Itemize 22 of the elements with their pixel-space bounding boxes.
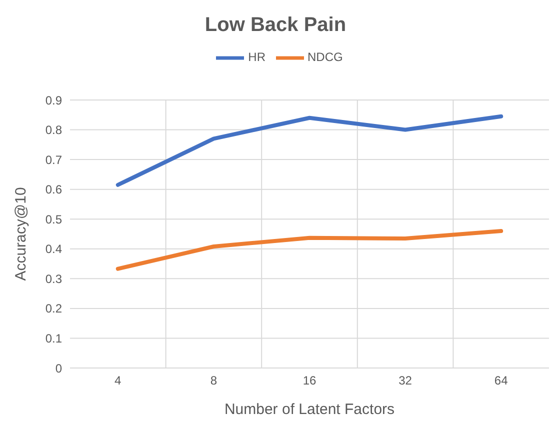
y-tick-label: 0.5 [45,212,62,226]
chart-title: Low Back Pain [204,14,348,37]
y-tick-label: 0.9 [45,93,62,108]
y-tick-label: 0.4 [45,242,62,256]
y-tick-label: 0.1 [45,331,62,346]
x-tick-label: 4 [114,374,122,388]
y-tick-label: 0.6 [45,182,62,197]
x-tick-label: 32 [398,374,412,388]
legend-label: NDCG [308,50,343,64]
legend-label: HR [248,50,266,64]
y-axis-title: Accuracy@10 [12,187,30,281]
line-series [116,114,504,187]
x-axis-title: Number of Latent Factors [224,401,395,418]
x-tick-label: 64 [494,374,508,388]
y-tick-label: 0 [55,361,62,376]
y-tick-label: 0.8 [45,123,62,138]
line-series [116,229,504,271]
y-tick-label: 0.3 [45,272,62,286]
y-tick-label: 0.2 [45,302,62,316]
x-tick-label: 8 [210,374,218,388]
x-tick-label: 16 [302,374,316,388]
y-tick-label: 0.7 [45,152,62,167]
